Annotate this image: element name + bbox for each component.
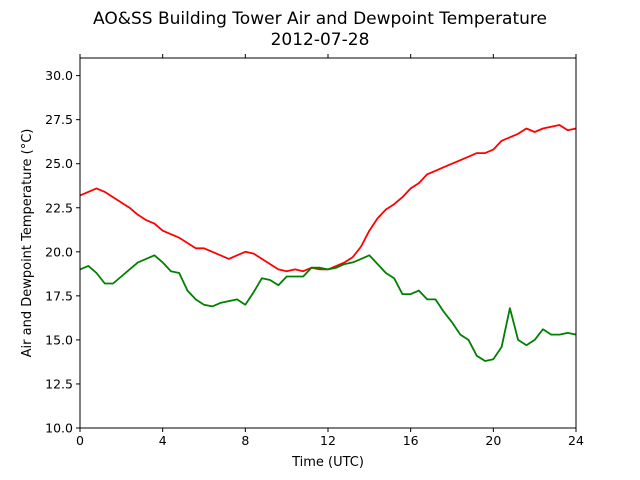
y-tick-label: 15.0 [45,332,73,347]
ticks-layer: 0 4 8 12 16 20 24 10.0 12.5 15.0 17.5 20.0 22.5 25.0 2… [45,54,584,448]
y-tick-label: 10.0 [45,421,73,436]
y-tick-label: 27.5 [45,112,73,127]
x-tick-label: 0 [76,433,84,448]
y-tick-label: 20.0 [45,244,73,259]
y-tick-label: 17.5 [45,288,73,303]
x-tick-label: 4 [159,433,167,448]
y-tick-label: 22.5 [45,200,73,215]
y-tick-label: 12.5 [45,376,73,391]
plot-frame [79,57,577,429]
chart-title: AO&SS Building Tower Air and Dewpoint Te… [93,9,547,29]
x-tick-label: 20 [485,433,501,448]
series-line-1 [79,254,577,362]
chart-subtitle: 2012-07-28 [271,30,370,50]
y-axis-label: Air and Dewpoint Temperature (°C) [20,129,35,358]
y-tick-label: 25.0 [45,156,73,171]
series-layer [79,124,577,362]
x-tick-label: 8 [241,433,249,448]
x-axis-label: Time (UTC) [291,455,364,470]
x-tick-label: 24 [568,433,584,448]
x-tick-label: 12 [320,433,336,448]
x-tick-label: 16 [403,433,419,448]
y-tick-label: 30.0 [45,68,73,83]
